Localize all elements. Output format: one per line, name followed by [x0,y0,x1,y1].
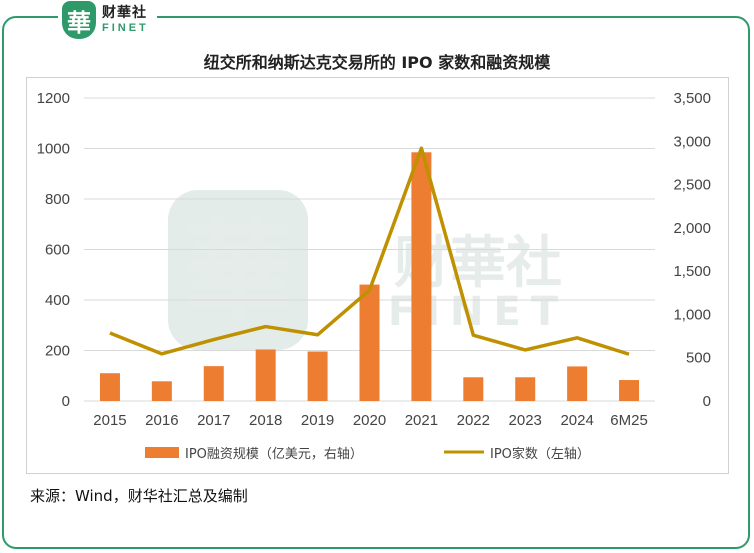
line-series [109,146,630,356]
plot-area-border [26,77,729,474]
left-tick-label: 400 [45,292,70,309]
bar [151,381,172,401]
x-tick-label: 2017 [197,412,230,429]
legend-bar-swatch [145,447,179,458]
bar [515,377,536,401]
x-tick-label: 2022 [457,412,490,429]
line-path [109,146,630,356]
bar [619,380,640,401]
logo-text: 财華社 FINET [102,6,149,34]
bar [463,377,484,401]
right-tick-label: 2,500 [673,177,711,194]
logo-name-en: FINET [102,22,149,34]
x-tick-label: 6M25 [610,412,648,429]
chart-title: 纽交所和纳斯达克交易所的 IPO 家数和融资规模 [203,53,551,72]
chart-frame [2,16,750,549]
bar [411,152,432,401]
left-tick-label: 1000 [37,141,70,158]
x-tick-label: 2023 [509,412,542,429]
legend-bar-label: IPO融资规模（亿美元，右轴） [185,447,363,462]
left-tick-label: 600 [45,242,70,259]
bar [567,366,588,401]
bar [307,351,328,401]
left-axis-ticks: 0 200 400 600 800 1000 1200 [37,90,70,410]
x-tick-label: 2024 [560,412,593,429]
right-tick-label: 2,000 [673,220,711,237]
legend-line-label: IPO家数（左轴） [490,446,590,462]
x-axis-ticks: 2015 2016 2017 2018 2019 2020 2021 2022 2023 2024… [93,412,648,429]
bar [359,284,380,401]
finet-logo: 華 财華社 FINET [58,0,157,40]
watermark-badge [168,190,308,350]
left-tick-label: 200 [45,343,70,360]
right-tick-label: 1,500 [673,263,711,280]
x-tick-label: 2015 [93,412,126,429]
left-tick-label: 800 [45,191,70,208]
watermark-glyph: 華 [183,208,293,336]
bar-series [99,152,640,401]
x-tick-label: 2018 [249,412,282,429]
bar [99,373,120,401]
right-axis-ticks: 0 500 1,000 1,500 2,000 2,500 3,000 3,500 [673,90,711,410]
right-tick-label: 0 [703,393,711,410]
right-tick-label: 1,000 [673,306,711,323]
bar [255,349,276,401]
x-tick-label: 2020 [353,412,386,429]
legend: IPO融资规模（亿美元，右轴） IPO家数（左轴） [145,446,590,462]
logo-badge: 華 [62,1,96,39]
x-tick-label: 2019 [301,412,334,429]
bar [203,366,224,401]
x-tick-label: 2016 [145,412,178,429]
logo-name-cn: 财華社 [102,5,147,21]
source-note: 来源：Wind，财华社汇总及编制 [30,487,248,505]
left-tick-label: 1200 [37,90,70,107]
right-tick-label: 500 [686,350,711,367]
right-tick-label: 3,000 [673,133,711,150]
right-tick-label: 3,500 [673,90,711,107]
left-tick-label: 0 [62,393,70,410]
x-tick-label: 2021 [405,412,438,429]
